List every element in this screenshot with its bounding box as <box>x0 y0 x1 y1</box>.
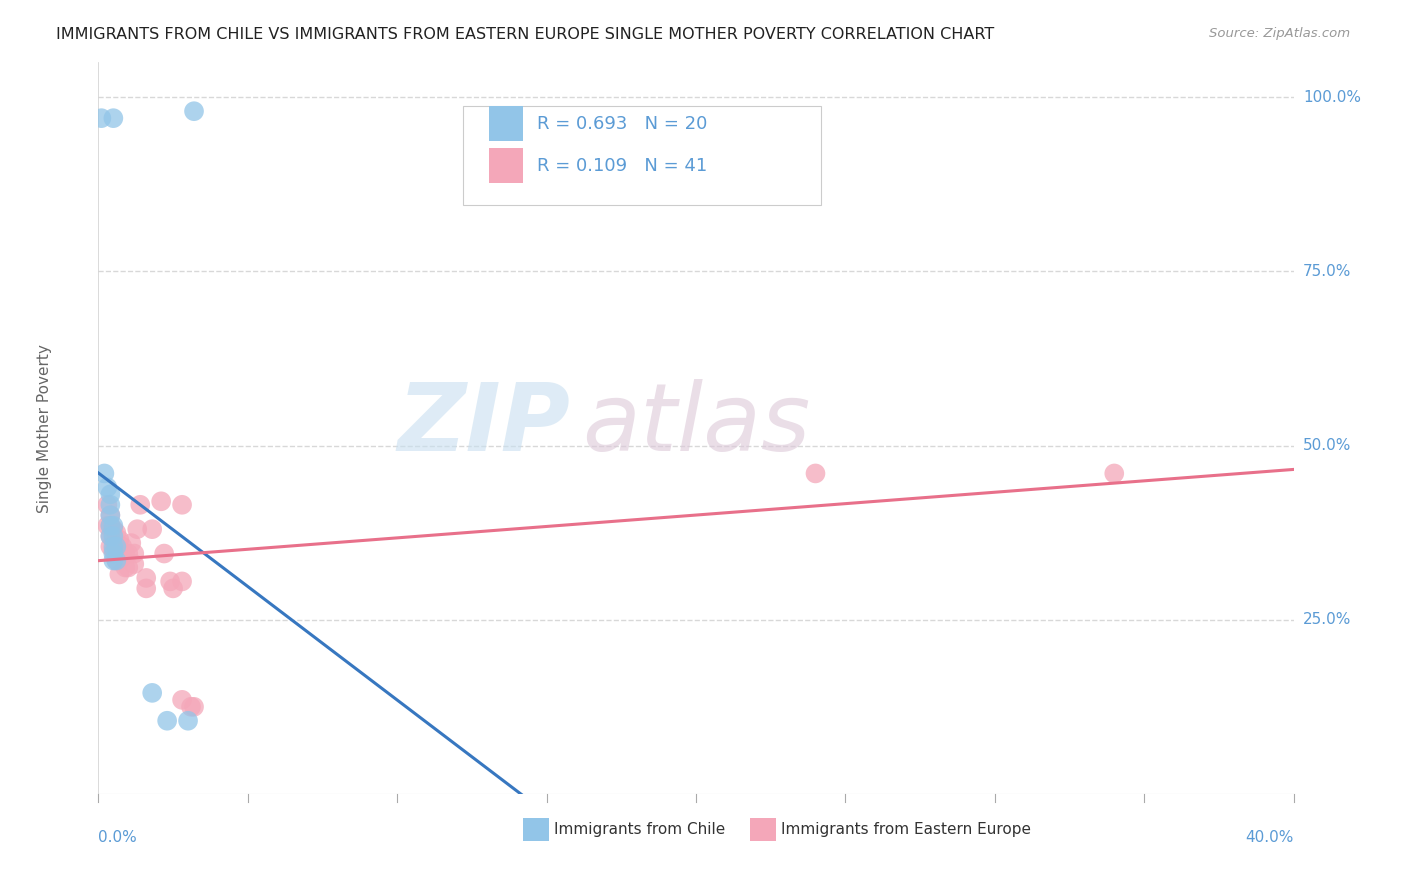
Point <box>135 582 157 596</box>
Bar <box>489 148 523 183</box>
Point <box>98 540 122 554</box>
Point <box>135 571 157 585</box>
Point <box>96 480 118 494</box>
Point <box>172 498 194 512</box>
Point <box>150 494 173 508</box>
Point <box>172 574 194 589</box>
Text: R = 0.109   N = 41: R = 0.109 N = 41 <box>537 157 707 175</box>
Text: Single Mother Poverty: Single Mother Poverty <box>37 343 52 513</box>
Point <box>103 553 125 567</box>
Point <box>98 487 122 501</box>
FancyBboxPatch shape <box>463 106 821 205</box>
Point <box>183 699 205 714</box>
Bar <box>749 818 776 841</box>
Text: 40.0%: 40.0% <box>1246 830 1294 846</box>
Text: Immigrants from Eastern Europe: Immigrants from Eastern Europe <box>780 822 1031 838</box>
Bar <box>523 818 548 841</box>
Point <box>114 560 136 574</box>
Point <box>103 529 125 543</box>
Point <box>108 567 131 582</box>
Point <box>108 533 131 547</box>
Point <box>117 560 139 574</box>
Point <box>111 540 134 554</box>
Point <box>98 508 122 523</box>
Point <box>103 522 125 536</box>
Point <box>103 533 125 547</box>
Point <box>124 547 146 561</box>
Point <box>98 529 122 543</box>
Point <box>93 467 115 481</box>
Text: R = 0.693   N = 20: R = 0.693 N = 20 <box>537 115 707 133</box>
Point <box>98 529 122 543</box>
Point <box>105 525 128 540</box>
Point <box>180 699 202 714</box>
Text: 25.0%: 25.0% <box>1303 612 1351 627</box>
Point <box>153 547 176 561</box>
Point <box>108 543 131 558</box>
Point <box>183 104 205 119</box>
Point <box>159 574 181 589</box>
Point <box>103 111 125 125</box>
Point <box>804 467 827 481</box>
Point <box>98 508 122 523</box>
Point <box>105 540 128 554</box>
Text: atlas: atlas <box>582 379 811 470</box>
Point <box>103 518 125 533</box>
Text: 50.0%: 50.0% <box>1303 438 1351 453</box>
Point <box>103 543 125 558</box>
Point <box>127 522 149 536</box>
Point <box>98 518 122 533</box>
Text: Source: ZipAtlas.com: Source: ZipAtlas.com <box>1209 27 1350 40</box>
Point <box>105 553 128 567</box>
Point <box>114 547 136 561</box>
Point <box>172 693 194 707</box>
Text: 75.0%: 75.0% <box>1303 264 1351 279</box>
Point <box>105 553 128 567</box>
Point <box>96 518 118 533</box>
Point <box>98 498 122 512</box>
Point <box>1104 467 1126 481</box>
Point <box>141 686 163 700</box>
Point <box>124 557 146 571</box>
Point <box>96 498 118 512</box>
Text: 100.0%: 100.0% <box>1303 90 1361 104</box>
Point <box>108 553 131 567</box>
Point <box>129 498 152 512</box>
Point <box>162 582 184 596</box>
Point <box>105 540 128 554</box>
Point <box>117 547 139 561</box>
Bar <box>489 106 523 142</box>
Point <box>156 714 179 728</box>
Point <box>103 547 125 561</box>
Text: IMMIGRANTS FROM CHILE VS IMMIGRANTS FROM EASTERN EUROPE SINGLE MOTHER POVERTY CO: IMMIGRANTS FROM CHILE VS IMMIGRANTS FROM… <box>56 27 994 42</box>
Point <box>103 540 125 554</box>
Text: ZIP: ZIP <box>398 378 571 470</box>
Text: 0.0%: 0.0% <box>98 830 138 846</box>
Point <box>177 714 200 728</box>
Point <box>141 522 163 536</box>
Point <box>98 518 122 533</box>
Text: Immigrants from Chile: Immigrants from Chile <box>554 822 725 838</box>
Point <box>111 549 134 564</box>
Point <box>90 111 112 125</box>
Point <box>120 536 142 550</box>
